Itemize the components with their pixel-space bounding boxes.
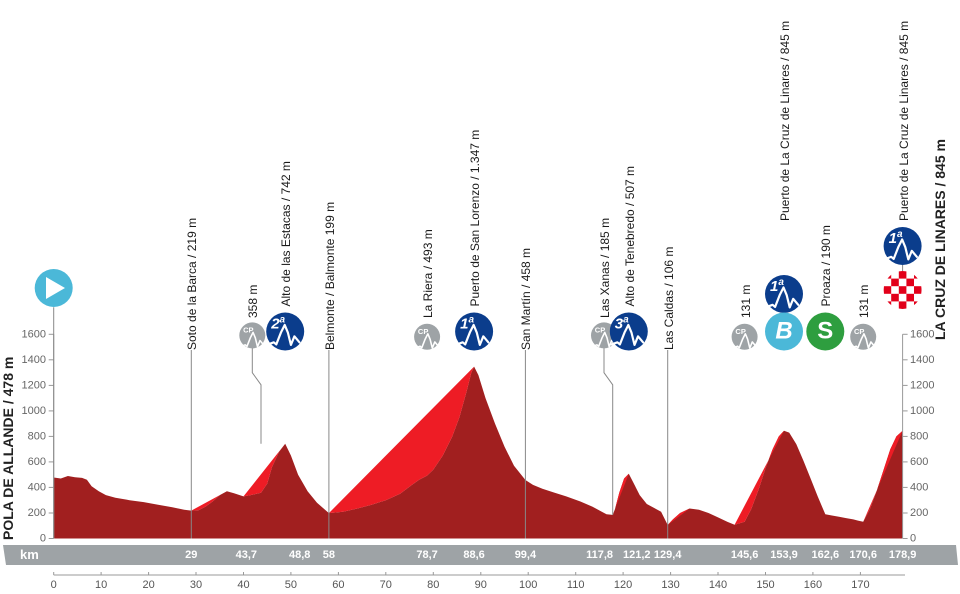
svg-text:100: 100 bbox=[519, 579, 537, 591]
svg-text:140: 140 bbox=[709, 579, 727, 591]
svg-text:Belmonte / Balmonte 199 m: Belmonte / Balmonte 199 m bbox=[323, 202, 337, 350]
svg-text:600: 600 bbox=[28, 456, 46, 468]
svg-text:0: 0 bbox=[51, 579, 57, 591]
svg-text:1000: 1000 bbox=[22, 405, 46, 417]
svg-text:800: 800 bbox=[910, 431, 928, 443]
svg-text:1400: 1400 bbox=[910, 354, 934, 366]
svg-text:600: 600 bbox=[910, 456, 928, 468]
svg-text:km: km bbox=[20, 547, 39, 562]
svg-text:400: 400 bbox=[910, 482, 928, 494]
svg-text:20: 20 bbox=[142, 579, 154, 591]
svg-text:170,6: 170,6 bbox=[849, 549, 877, 561]
svg-text:30: 30 bbox=[190, 579, 202, 591]
svg-text:129,4: 129,4 bbox=[654, 549, 682, 561]
svg-text:1000: 1000 bbox=[910, 405, 934, 417]
svg-text:Proaza / 190 m: Proaza / 190 m bbox=[819, 225, 833, 306]
svg-text:131 m: 131 m bbox=[739, 285, 753, 318]
svg-text:29: 29 bbox=[185, 549, 197, 561]
svg-text:153,9: 153,9 bbox=[770, 549, 798, 561]
svg-text:120: 120 bbox=[614, 579, 632, 591]
svg-text:10: 10 bbox=[95, 579, 107, 591]
svg-text:170: 170 bbox=[851, 579, 869, 591]
svg-text:0: 0 bbox=[40, 533, 46, 545]
svg-text:121,2: 121,2 bbox=[623, 549, 651, 561]
svg-text:Soto de la Barca / 219 m: Soto de la Barca / 219 m bbox=[185, 218, 199, 350]
svg-text:1400: 1400 bbox=[22, 354, 46, 366]
svg-text:1600: 1600 bbox=[22, 329, 46, 341]
svg-text:1600: 1600 bbox=[910, 329, 934, 341]
svg-text:San Martín / 458 m: San Martín / 458 m bbox=[519, 248, 533, 350]
svg-text:43,7: 43,7 bbox=[236, 549, 257, 561]
svg-text:1200: 1200 bbox=[22, 380, 46, 392]
svg-text:358 m: 358 m bbox=[246, 285, 260, 318]
svg-text:LA CRUZ DE LINARES / 845 m: LA CRUZ DE LINARES / 845 m bbox=[932, 139, 948, 340]
svg-text:88,6: 88,6 bbox=[463, 549, 484, 561]
svg-text:1200: 1200 bbox=[910, 380, 934, 392]
svg-text:160: 160 bbox=[804, 579, 822, 591]
svg-text:Alto de las Estacas / 742 m: Alto de las Estacas / 742 m bbox=[279, 161, 293, 306]
svg-text:58: 58 bbox=[323, 549, 335, 561]
svg-text:Las Xanas / 185 m: Las Xanas / 185 m bbox=[598, 218, 612, 318]
svg-text:200: 200 bbox=[28, 507, 46, 519]
svg-text:Alto de Tenebredo / 507 m: Alto de Tenebredo / 507 m bbox=[623, 166, 637, 307]
svg-text:145,6: 145,6 bbox=[731, 549, 759, 561]
svg-text:110: 110 bbox=[567, 579, 585, 591]
svg-text:POLA DE ALLANDE / 478 m: POLA DE ALLANDE / 478 m bbox=[0, 357, 16, 540]
svg-text:60: 60 bbox=[332, 579, 344, 591]
svg-text:800: 800 bbox=[28, 431, 46, 443]
svg-text:178,9: 178,9 bbox=[889, 549, 917, 561]
svg-text:0: 0 bbox=[910, 533, 916, 545]
svg-text:131 m: 131 m bbox=[857, 285, 871, 318]
svg-text:70: 70 bbox=[380, 579, 392, 591]
svg-text:Las Caldas / 106 m: Las Caldas / 106 m bbox=[662, 247, 676, 350]
svg-text:200: 200 bbox=[910, 507, 928, 519]
svg-text:48,8: 48,8 bbox=[289, 549, 310, 561]
svg-text:Puerto de La Cruz de Linares /: Puerto de La Cruz de Linares / 845 m bbox=[897, 21, 911, 221]
svg-text:117,8: 117,8 bbox=[586, 549, 613, 561]
svg-text:S: S bbox=[817, 318, 833, 345]
svg-text:78,7: 78,7 bbox=[416, 549, 437, 561]
svg-text:Puerto de La Cruz de Linares /: Puerto de La Cruz de Linares / 845 m bbox=[778, 21, 792, 221]
svg-text:80: 80 bbox=[427, 579, 439, 591]
svg-text:50: 50 bbox=[285, 579, 297, 591]
svg-text:90: 90 bbox=[475, 579, 487, 591]
svg-text:40: 40 bbox=[237, 579, 249, 591]
svg-text:99,4: 99,4 bbox=[515, 549, 537, 561]
svg-text:La Riera / 493 m: La Riera / 493 m bbox=[421, 229, 435, 318]
svg-text:B: B bbox=[775, 318, 792, 345]
svg-text:150: 150 bbox=[756, 579, 774, 591]
svg-text:130: 130 bbox=[661, 579, 679, 591]
svg-text:162,6: 162,6 bbox=[812, 549, 840, 561]
svg-text:400: 400 bbox=[28, 482, 46, 494]
svg-text:Puerto de San Lorenzo / 1.347: Puerto de San Lorenzo / 1.347 m bbox=[468, 130, 482, 307]
